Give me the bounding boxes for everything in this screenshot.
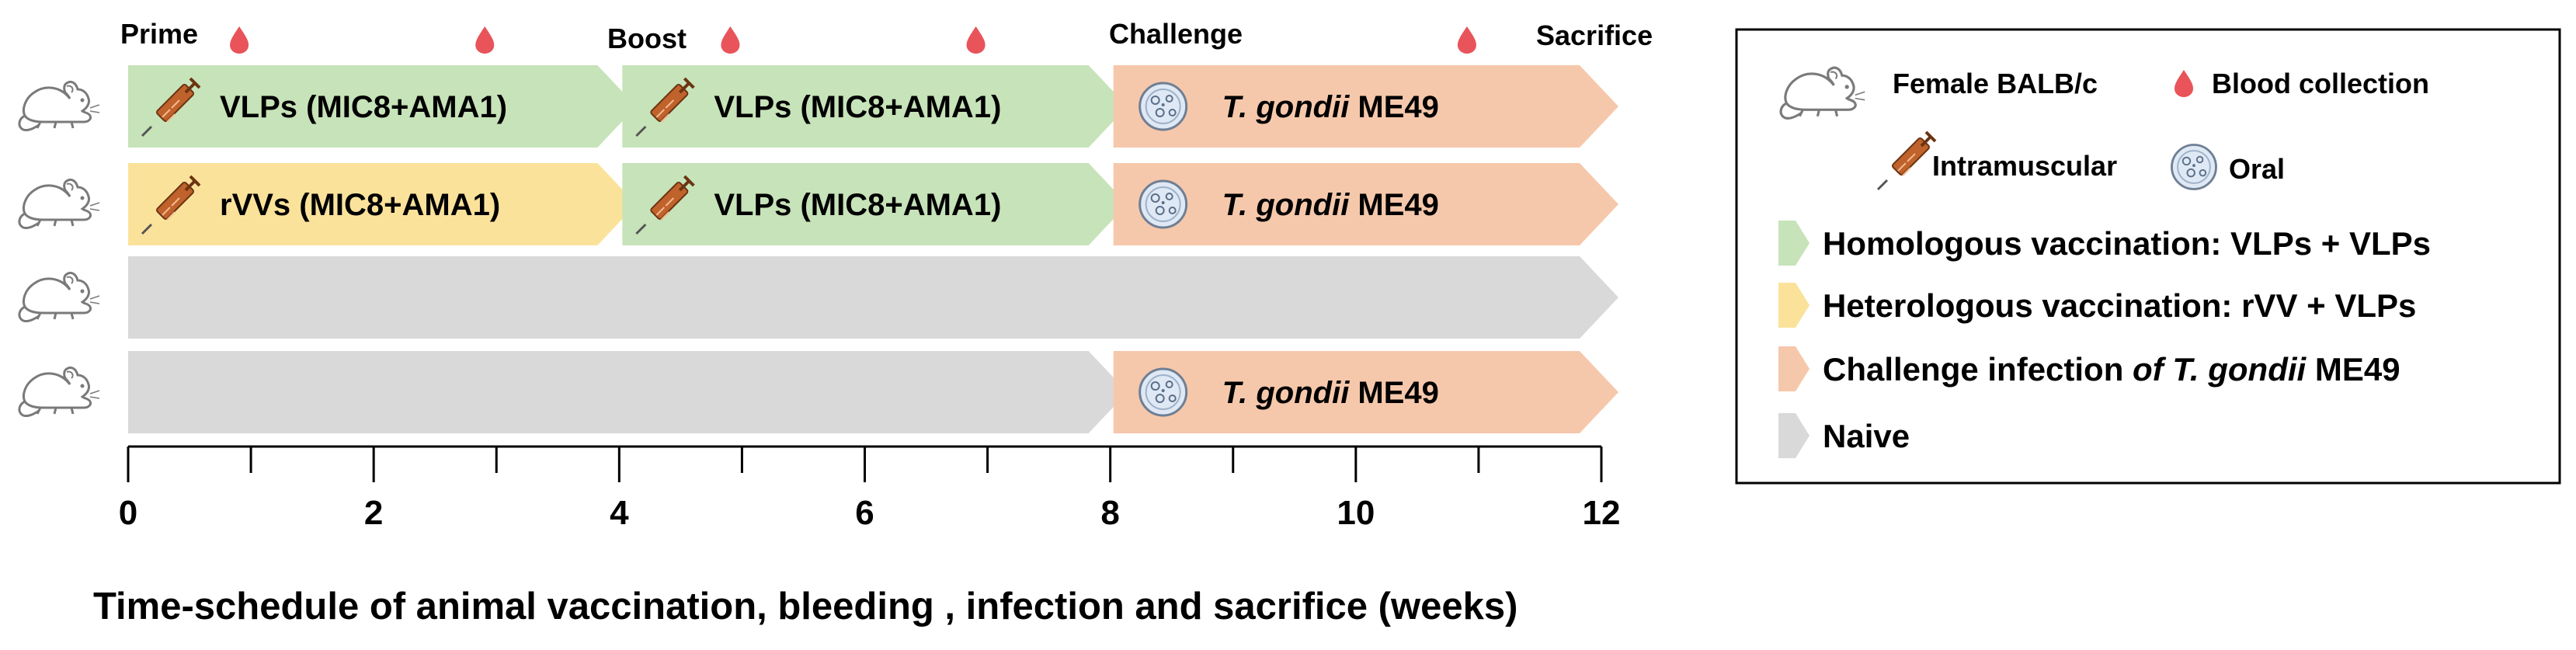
axis-tick-label: 0 [119, 494, 137, 532]
mouse-icon [18, 366, 101, 418]
blood-drop-icon [230, 26, 249, 54]
blood-drop-icon [966, 26, 986, 54]
axis-tick-label: 2 [364, 494, 383, 532]
segment-arrow [622, 65, 1128, 148]
segment-arrow [1113, 351, 1618, 433]
legend-challenge-label: Challenge infection of T. gondii ME49 [1823, 351, 2400, 388]
segment-label-rest: ME49 [1349, 188, 1439, 222]
legend-challenge-swatch [1778, 346, 1809, 391]
segment-label: VLPs (MIC8+AMA1) [714, 188, 1001, 222]
schedule-segment-homologous: VLPs (MIC8+AMA1) [622, 65, 1128, 148]
schedule-segment-homologous: VLPs (MIC8+AMA1) [128, 65, 637, 148]
time-axis: 0 2 4 6 8 10 12 [119, 445, 1621, 532]
schedule-segment-homologous: VLPs (MIC8+AMA1) [622, 163, 1128, 245]
schedule-rows: VLPs (MIC8+AMA1) VLPs (MIC8+AMA1) T. gondi… [128, 65, 1618, 433]
segment-label: rVVs (MIC8+AMA1) [220, 188, 500, 222]
segment-arrow [128, 256, 1618, 339]
legend-heterologous-label: Heterologous vaccination: rVV + VLPs [1823, 287, 2416, 324]
segment-label-italic: T. gondii [1222, 90, 1351, 124]
blood-drops [230, 26, 1476, 54]
axis-tick-label: 10 [1337, 494, 1375, 532]
oral-icon [1139, 179, 1188, 229]
schedule-segment-naive [128, 256, 1618, 339]
axis-tick-label: 12 [1583, 494, 1621, 532]
oral-icon [1139, 367, 1188, 417]
blood-drop-icon [721, 26, 740, 54]
schedule-segment-heterologous: rVVs (MIC8+AMA1) [128, 163, 637, 245]
milestone-sacrifice: Sacrifice [1536, 19, 1653, 51]
milestone-prime: Prime [120, 18, 198, 50]
legend-naive-swatch [1778, 413, 1809, 458]
segment-label: VLPs (MIC8+AMA1) [714, 90, 1001, 124]
legend-challenge-pre: Challenge infection [1823, 351, 2133, 388]
milestone-challenge: Challenge [1109, 18, 1243, 50]
legend-heterologous-swatch [1778, 283, 1809, 328]
segment-label: T. gondii ME49 [1222, 188, 1439, 222]
legend-naive-label: Naive [1823, 418, 1910, 454]
segment-label-italic: T. gondii [1222, 188, 1351, 222]
mouse-icon [18, 178, 101, 230]
mouse-icon [18, 271, 101, 323]
segment-arrow [128, 163, 637, 245]
schedule-segment-challenge: T. gondii ME49 [1113, 351, 1618, 433]
schedule-segment-naive [128, 351, 1128, 433]
segment-label: VLPs (MIC8+AMA1) [220, 90, 507, 124]
mouse-icon [18, 80, 101, 132]
legend-homologous-label: Homologous vaccination: VLPs + VLPs [1823, 225, 2431, 262]
segment-label-italic: T. gondii [1222, 376, 1351, 410]
segment-arrow [128, 65, 637, 148]
blood-drop-icon [475, 26, 495, 54]
blood-drop-icon [1457, 26, 1476, 54]
milestone-boost: Boost [607, 23, 687, 54]
axis-tick-label: 8 [1100, 494, 1119, 532]
segment-arrow [128, 351, 1128, 433]
segment-label-rest: ME49 [1349, 90, 1439, 124]
segment-label: T. gondii ME49 [1222, 376, 1439, 410]
schedule-segment-challenge: T. gondii ME49 [1113, 65, 1618, 148]
legend-oral-icon [2171, 144, 2217, 190]
legend-challenge-italic: of T. gondii [2133, 351, 2307, 388]
legend-mouse-label: Female BALB/c [1893, 68, 2098, 99]
axis-tick-label: 6 [855, 494, 874, 532]
legend: Female BALB/c Blood collection Intramusc… [1735, 28, 2561, 485]
segment-arrow [622, 163, 1128, 245]
legend-oral-label: Oral [2229, 153, 2285, 185]
legend-blood-label: Blood collection [2212, 68, 2429, 99]
legend-intramuscular-label: Intramuscular [1932, 150, 2117, 182]
schedule-segment-challenge: T. gondii ME49 [1113, 163, 1618, 245]
mouse-icons [18, 80, 101, 418]
legend-homologous-swatch [1778, 221, 1809, 266]
oral-icon [1139, 82, 1188, 131]
legend-challenge-post: ME49 [2306, 351, 2400, 388]
segment-label: T. gondii ME49 [1222, 90, 1439, 124]
legend-box [1735, 28, 2561, 485]
segment-label-rest: ME49 [1349, 376, 1439, 410]
axis-title: Time-schedule of animal vaccination, ble… [93, 586, 1517, 627]
segment-arrow [1113, 65, 1618, 148]
axis-tick-label: 4 [610, 494, 629, 532]
segment-arrow [1113, 163, 1618, 245]
